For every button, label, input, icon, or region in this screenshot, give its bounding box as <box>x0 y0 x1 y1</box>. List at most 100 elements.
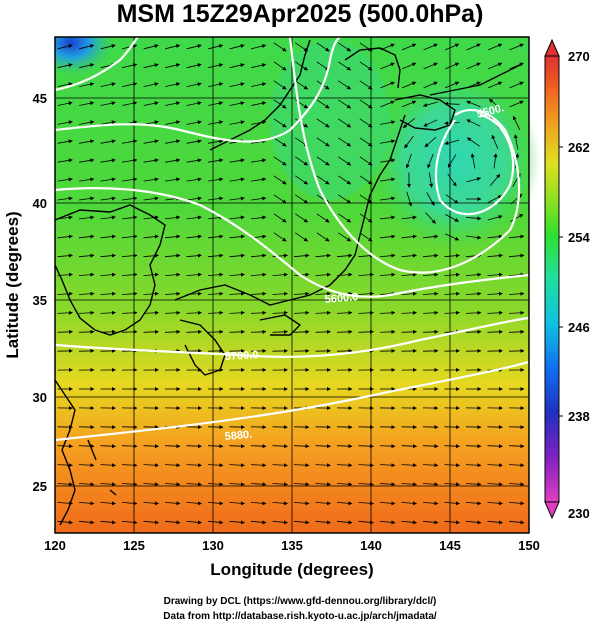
wind-arrow <box>487 310 503 315</box>
wind-arrow <box>487 81 503 89</box>
wind-arrow <box>422 101 438 107</box>
contour-5880 <box>54 360 530 442</box>
wind-arrow <box>315 463 331 468</box>
wind-arrow <box>229 520 245 525</box>
wind-arrow <box>57 444 73 449</box>
wind-arrow <box>401 482 417 487</box>
wind-arrow <box>315 520 331 525</box>
wind-arrow <box>487 272 503 277</box>
wind-arrow <box>488 98 501 110</box>
wind-arrow <box>208 63 224 69</box>
kyushu-coast <box>179 319 226 376</box>
wind-arrow <box>293 253 310 258</box>
wind-arrow <box>510 193 523 205</box>
wind-arrow <box>466 119 481 127</box>
wind-arrow <box>338 99 352 109</box>
wind-arrow <box>186 120 202 125</box>
x-axis: 120 125 130 135 140 145 150 Longitude (d… <box>44 538 540 579</box>
wind-arrow <box>295 42 309 52</box>
wind-arrow <box>122 177 138 182</box>
y-tick-label: 35 <box>33 293 47 308</box>
wind-arrow <box>401 310 417 315</box>
wind-arrow <box>57 272 73 277</box>
wind-arrow <box>379 463 396 468</box>
wind-arrow <box>359 61 373 71</box>
wind-arrow <box>445 233 460 241</box>
wind-arrow <box>143 329 159 334</box>
wind-arrow <box>401 329 417 334</box>
wind-arrow <box>164 291 181 296</box>
colorbar-tick-label: 254 <box>568 230 590 245</box>
wind-arrow <box>444 43 460 51</box>
wind-arrow <box>208 120 224 125</box>
wind-arrow <box>78 310 95 315</box>
wind-arrow <box>295 213 309 223</box>
wind-arrow <box>186 196 202 201</box>
wind-arrow <box>79 158 95 163</box>
wind-arrow <box>358 310 374 315</box>
wind-arrow <box>336 272 353 277</box>
wind-arrow <box>338 118 352 128</box>
wind-arrow <box>508 310 525 315</box>
wind-arrow <box>293 520 310 525</box>
wind-arrow <box>338 194 352 204</box>
wind-arrow <box>273 156 287 166</box>
wind-arrow <box>79 120 95 125</box>
colorbar-tick-label: 262 <box>568 140 590 155</box>
wind-arrow <box>338 61 352 71</box>
wind-arrow <box>229 82 245 87</box>
wind-arrow <box>406 191 413 207</box>
wind-arrow <box>186 44 202 50</box>
wind-arrow <box>444 520 460 525</box>
wind-arrow <box>79 63 95 69</box>
wind-arrow <box>465 501 482 506</box>
wind-arrow <box>78 463 95 468</box>
wind-arrow <box>78 444 95 449</box>
wind-arrow <box>293 291 310 296</box>
colorbar-tick-label: 246 <box>568 320 590 335</box>
wind-arrow <box>401 444 417 449</box>
wind-arrow <box>122 215 138 220</box>
wind-arrow <box>487 463 503 468</box>
x-tick-label: 130 <box>202 538 224 553</box>
wind-arrow <box>186 215 202 220</box>
wind-arrow <box>272 463 288 468</box>
wind-arrow <box>229 63 245 69</box>
wind-arrow <box>444 101 460 106</box>
wind-arrow <box>100 310 116 315</box>
cold-low-region <box>370 70 540 250</box>
wind-arrow <box>293 482 310 487</box>
wind-arrow <box>422 234 439 239</box>
chart-title: MSM 15Z29Apr2025 (500.0hPa) <box>117 0 484 28</box>
wind-arrow <box>57 63 73 69</box>
wind-arrow <box>57 158 73 163</box>
wind-arrow <box>79 82 95 87</box>
wind-arrow <box>143 177 159 182</box>
wind-arrow <box>78 291 95 296</box>
wind-arrow <box>359 42 373 52</box>
colorbar-gradient <box>544 55 560 503</box>
wind-arrow <box>444 139 460 145</box>
y-tick-label: 30 <box>33 390 47 405</box>
plot-area: 5880. 5700.0 5600.0 5500. <box>54 36 540 534</box>
wind-arrow <box>315 310 331 315</box>
wind-arrow <box>207 520 224 525</box>
wind-arrow <box>186 291 202 296</box>
wind-arrow <box>165 120 181 125</box>
wind-arrow <box>273 80 287 90</box>
wind-arrow <box>466 137 480 147</box>
wind-arrow <box>380 62 395 70</box>
wind-arrow <box>186 253 202 258</box>
wind-arrow <box>208 139 224 144</box>
wind-arrow <box>316 175 330 185</box>
korea-coast <box>54 204 166 336</box>
wind-arrow <box>229 120 245 125</box>
x-tick-label: 140 <box>360 538 382 553</box>
wind-arrow <box>338 213 352 223</box>
wind-arrow <box>423 62 438 70</box>
wind-arrow <box>401 501 417 506</box>
wind-arrow <box>315 253 331 258</box>
wind-arrow <box>273 137 287 147</box>
wind-arrow <box>79 215 95 220</box>
